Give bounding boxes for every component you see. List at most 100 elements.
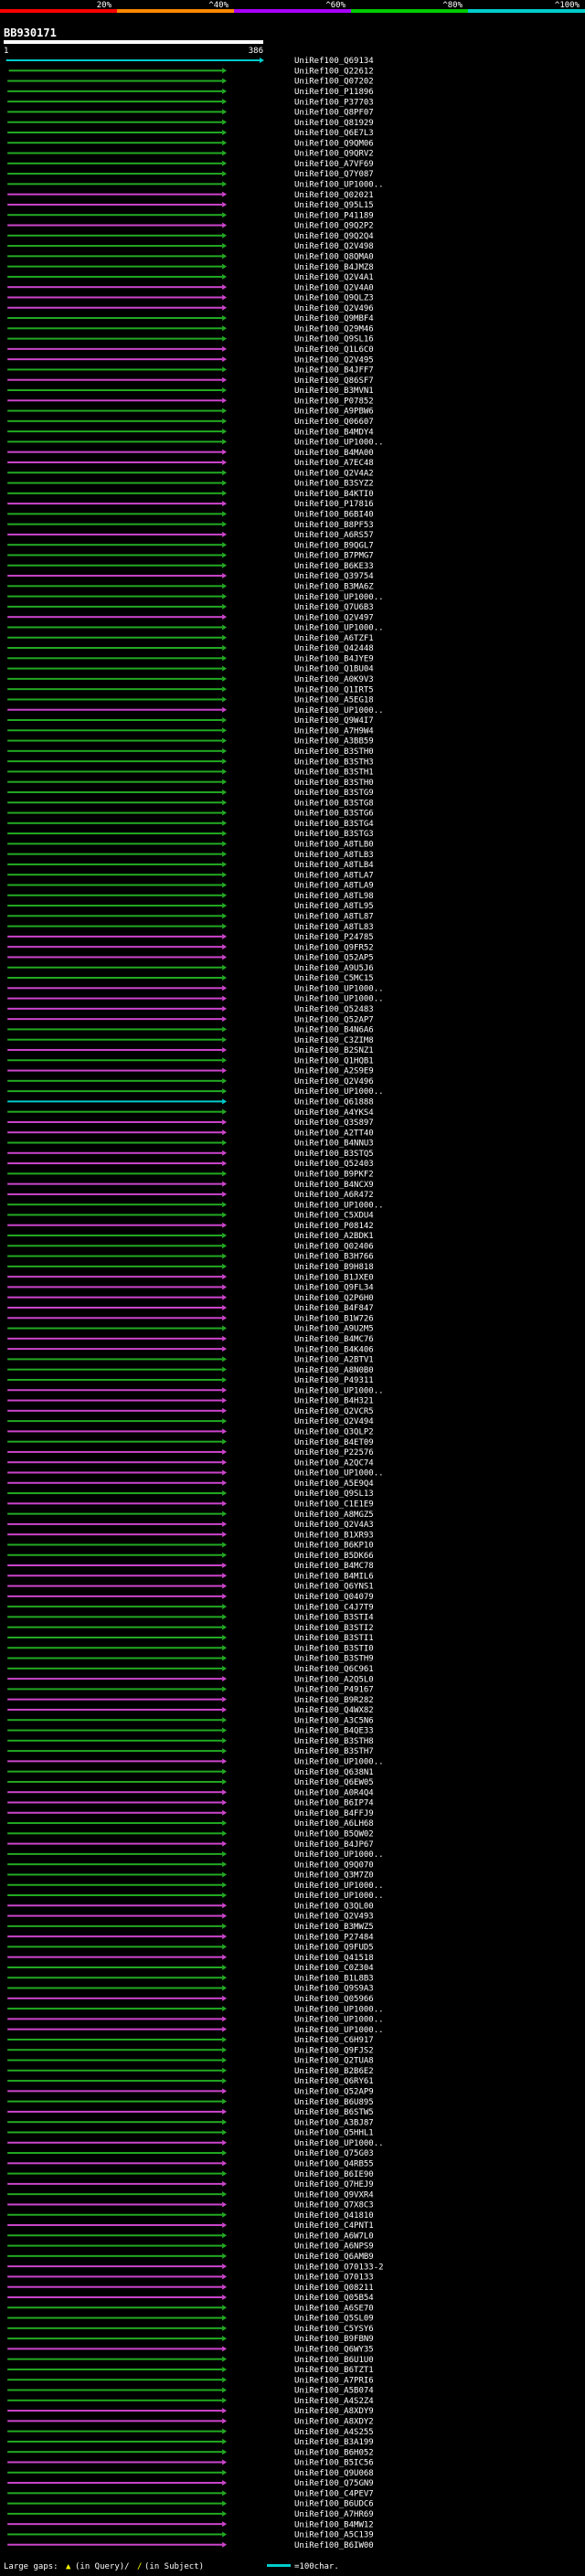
hit-label: UniRef100_A5EG18 [294, 696, 374, 705]
hit-bar [7, 482, 223, 484]
hit-label: UniRef100_Q22612 [294, 67, 374, 76]
hit-bar [7, 2471, 223, 2474]
hit-bar [7, 2295, 223, 2298]
hit-bar [7, 688, 223, 691]
hit-label: UniRef100_C4PEV7 [294, 2489, 374, 2498]
hit-bar [7, 2316, 223, 2319]
hit-label: UniRef100_Q75G03 [294, 2149, 374, 2158]
hit-bar [7, 193, 223, 196]
query-title: BB930171 [4, 27, 57, 39]
hit-label: UniRef100_B5QW02 [294, 1829, 374, 1839]
hit-arrow [222, 696, 228, 703]
scale-label: ^60% [325, 1, 346, 10]
hit-arrow [222, 1376, 228, 1383]
hit-arrow [222, 2305, 228, 2311]
hit-bar [7, 1739, 223, 1742]
hit-label: UniRef100_B3H766 [294, 1253, 374, 1262]
hit-bar [7, 1770, 223, 1773]
hit-arrow [222, 1026, 228, 1033]
hit-label: UniRef100_UP1000.. [294, 2026, 384, 2035]
hit-arrow [222, 624, 228, 631]
hit-arrow [222, 2263, 228, 2270]
hit-label: UniRef100_P17816 [294, 500, 374, 509]
hit-label: UniRef100_Q61888 [294, 1098, 374, 1108]
hit-bar [7, 1307, 223, 1309]
hit-label: UniRef100_UP1000.. [294, 706, 384, 716]
query-bar [4, 40, 263, 44]
hit-arrow [222, 2480, 228, 2486]
hit-arrow [222, 356, 228, 363]
hit-label: UniRef100_B6U1U0 [294, 2356, 374, 2365]
hit-arrow [222, 2242, 228, 2249]
hit-bar [7, 2110, 223, 2113]
hit-label: UniRef100_B8PF53 [294, 521, 374, 530]
hit-arrow [222, 181, 228, 187]
hit-label: UniRef100_UP1000.. [294, 2139, 384, 2148]
hit-bar [7, 2502, 223, 2505]
hit-bar [7, 2244, 223, 2247]
hit-arrow [222, 1696, 228, 1702]
hit-label: UniRef100_Q2V4A3 [294, 1521, 374, 1530]
hit-arrow [222, 727, 228, 734]
hit-label: UniRef100_A0R4Q4 [294, 1788, 374, 1797]
hit-bar [7, 1636, 223, 1638]
scale-segment [468, 9, 585, 13]
scale-label: ^40% [208, 1, 229, 10]
hit-bar [7, 2121, 223, 2124]
hit-label: UniRef100_Q6C961 [294, 1665, 374, 1674]
hit-label: UniRef100_UP1000.. [294, 995, 384, 1004]
hit-bar [7, 1162, 223, 1165]
hit-arrow [222, 304, 228, 311]
hit-bar [7, 492, 223, 494]
hit-label: UniRef100_B6IW00 [294, 2541, 374, 2550]
hit-bar [7, 2348, 223, 2350]
hit-arrow [260, 58, 264, 63]
hit-bar [7, 544, 223, 546]
hit-bar [7, 616, 223, 619]
hit-label: UniRef100_B3STG6 [294, 810, 374, 819]
hit-bar [7, 2193, 223, 2196]
hit-label: UniRef100_Q9W4I7 [294, 716, 374, 726]
hit-bar [7, 801, 223, 804]
hit-bar [7, 1883, 223, 1886]
hit-arrow [222, 603, 228, 610]
hit-arrow [222, 232, 228, 239]
hit-label: UniRef100_Q9SL13 [294, 1489, 374, 1499]
hit-bar [7, 173, 223, 175]
hit-arrow [222, 387, 228, 393]
hit-arrow [222, 2232, 228, 2239]
hit-label: UniRef100_UP1000.. [294, 1758, 384, 1767]
hit-label: UniRef100_Q52403 [294, 1160, 374, 1169]
hit-label: UniRef100_B3STG8 [294, 799, 374, 808]
hit-bar [7, 832, 223, 835]
hit-label: UniRef100_Q08211 [294, 2284, 374, 2293]
hit-label: UniRef100_Q42448 [294, 644, 374, 653]
hit-label: UniRef100_B3STI2 [294, 1624, 374, 1633]
hit-label: UniRef100_UP1000.. [294, 1892, 384, 1901]
hit-arrow [222, 1809, 228, 1816]
hit-arrow [222, 2180, 228, 2187]
hit-label: UniRef100_B5IC56 [294, 2459, 374, 2468]
hit-bar [7, 131, 223, 133]
hit-label: UniRef100_A6W7L0 [294, 2231, 374, 2241]
hit-bar [7, 2172, 223, 2175]
hit-arrow [222, 1459, 228, 1466]
hit-label: UniRef100_UP1000.. [294, 624, 384, 633]
hit-bar [7, 1647, 223, 1649]
legend-large-gaps: Large gaps: [4, 2562, 58, 2571]
hit-bar [7, 1657, 223, 1659]
hit-bar [7, 2337, 223, 2340]
hit-bar [7, 1358, 223, 1361]
hit-arrow [222, 1717, 228, 1723]
hit-arrow [222, 1243, 228, 1249]
hit-arrow [222, 1448, 228, 1455]
hit-label: UniRef100_A2QC74 [294, 1458, 374, 1468]
hit-arrow [222, 954, 228, 960]
hit-arrow [222, 1428, 228, 1435]
hit-arrow [222, 2057, 228, 2063]
hit-label: UniRef100_Q1L6C0 [294, 345, 374, 355]
hit-arrow [222, 944, 228, 950]
hit-label: UniRef100_P11896 [294, 88, 374, 97]
scale-label: ^80% [442, 1, 463, 10]
hit-arrow [222, 1614, 228, 1620]
